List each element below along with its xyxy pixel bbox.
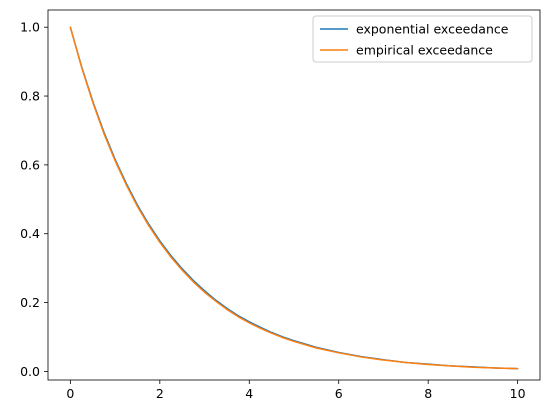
legend-box [312, 15, 533, 63]
x-tick-label: 8 [424, 386, 432, 401]
y-tick-label: 0.0 [20, 364, 40, 379]
x-tick-label: 0 [66, 386, 74, 401]
series-line-2 [69, 26, 519, 370]
y-tick-label: 0.8 [20, 89, 40, 104]
x-tick-label: 6 [335, 386, 343, 401]
y-tick-label: 0.6 [20, 157, 40, 172]
y-tick-label: 0.4 [20, 226, 40, 241]
y-tick-label: 1.0 [20, 20, 40, 35]
series-layer [69, 26, 519, 370]
legend: exponential exceedance empirical exceedan… [312, 15, 533, 63]
x-tick-label: 4 [245, 386, 253, 401]
x-tick-label: 10 [510, 386, 526, 401]
legend-label-2: empirical exceedance [356, 43, 493, 58]
axes-frame [47, 9, 541, 381]
y-tick-label: 0.2 [20, 295, 40, 310]
x-tick-label: 2 [156, 386, 164, 401]
axes-layer: 0 2 4 6 8 10 0.0 0.2 0.4 0.6 0.8 1.0 [20, 9, 541, 401]
legend-label-1: exponential exceedance [356, 22, 509, 37]
plot-area [48, 10, 540, 380]
